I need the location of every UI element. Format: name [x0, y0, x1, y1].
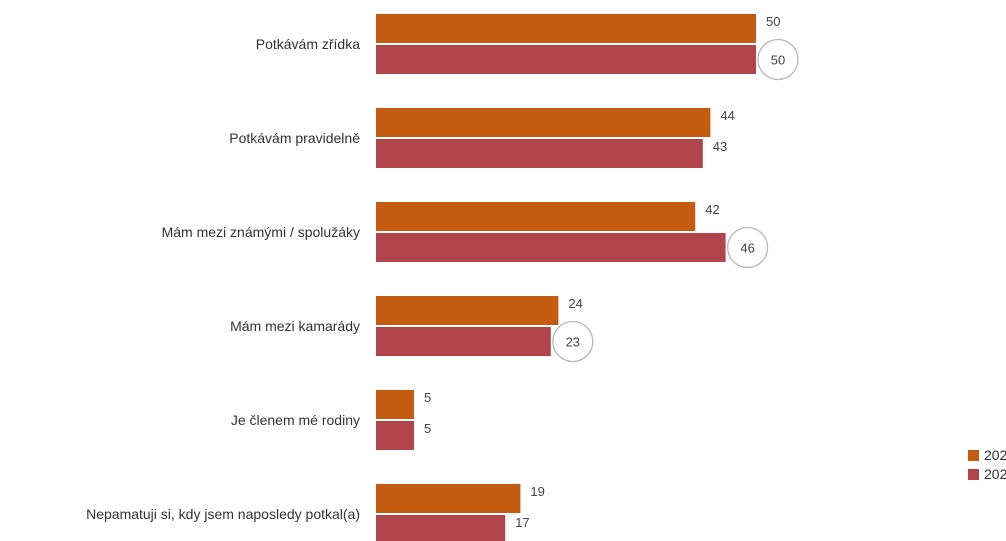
- value-labels: 50 50 44 43 42 46 24 23 5 5 19 17: [424, 14, 799, 530]
- value-label: 17: [515, 515, 529, 530]
- value-label: 46: [740, 241, 754, 256]
- value-label: 43: [713, 139, 727, 154]
- bar-2021: [376, 139, 703, 168]
- category-labels: Potkávám zřídka Potkávám pravidelně Mám me…: [86, 36, 360, 522]
- value-label: 50: [771, 53, 785, 68]
- category-label: Je členem mé rodiny: [231, 412, 360, 428]
- value-label: 44: [720, 108, 734, 123]
- value-label: 5: [424, 390, 431, 405]
- bar-2023: [376, 108, 711, 137]
- legend-label: 2021: [984, 466, 1006, 482]
- value-label: 50: [766, 14, 780, 29]
- category-label: Mám mezi známými / spolužáky: [162, 224, 360, 240]
- bar-2021: [376, 421, 414, 450]
- category-label: Mám mezi kamarády: [230, 318, 360, 334]
- bar-2021: [376, 45, 756, 74]
- category-label: Potkávám zřídka: [256, 36, 360, 52]
- bars: [376, 14, 756, 541]
- value-label: 23: [566, 335, 580, 350]
- highlight-circle: [757, 38, 799, 81]
- legend-label: 2023: [984, 447, 1006, 463]
- bar-2023: [376, 390, 414, 419]
- value-label: 24: [568, 296, 582, 311]
- legend: 2023 2021: [968, 447, 1006, 482]
- category-label: Potkávám pravidelně: [229, 130, 360, 146]
- value-label: 42: [705, 202, 719, 217]
- value-label: 19: [530, 484, 544, 499]
- bar-2023: [376, 202, 696, 231]
- bar-2021: [376, 233, 726, 262]
- bar-2023: [376, 484, 521, 513]
- highlight-circle: [552, 320, 594, 363]
- bar-2023: [376, 296, 559, 325]
- highlight-circle: [726, 226, 769, 269]
- category-label: Nepamatuji si, kdy jsem naposledy potkal…: [86, 506, 360, 522]
- legend-swatch-2021: [968, 469, 979, 480]
- legend-swatch-2023: [968, 450, 979, 461]
- bar-2021: [376, 515, 506, 541]
- bar-2023: [376, 14, 756, 43]
- bar-2021: [376, 327, 551, 356]
- value-label: 5: [424, 421, 431, 436]
